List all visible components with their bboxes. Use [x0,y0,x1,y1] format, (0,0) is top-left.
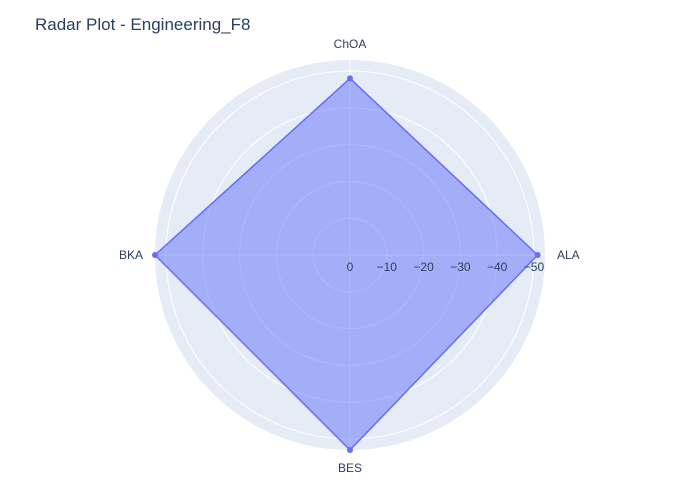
radial-tick-label: −20 [413,260,434,274]
chart-title: Radar Plot - Engineering_F8 [35,15,250,34]
radial-tick-label: −50 [524,260,545,274]
radial-tick-label: −10 [377,260,398,274]
data-point-bes [347,447,353,453]
data-point-ala [534,252,541,258]
category-label-bka: BKA [119,248,143,262]
labels-layer: 0 −10 −20 −30 −40 −50 ALA ChOA BKA BES [119,37,580,475]
radial-tick-label: 0 [347,260,354,274]
radial-tick-label: −30 [450,260,471,274]
data-point-choa [347,75,353,82]
radial-tick-label: −40 [487,260,508,274]
data-point-bka [152,252,158,258]
category-label-bes: BES [338,461,362,475]
category-label-choa: ChOA [334,37,367,51]
series-layer [152,75,541,453]
category-label-ala: ALA [557,248,580,262]
